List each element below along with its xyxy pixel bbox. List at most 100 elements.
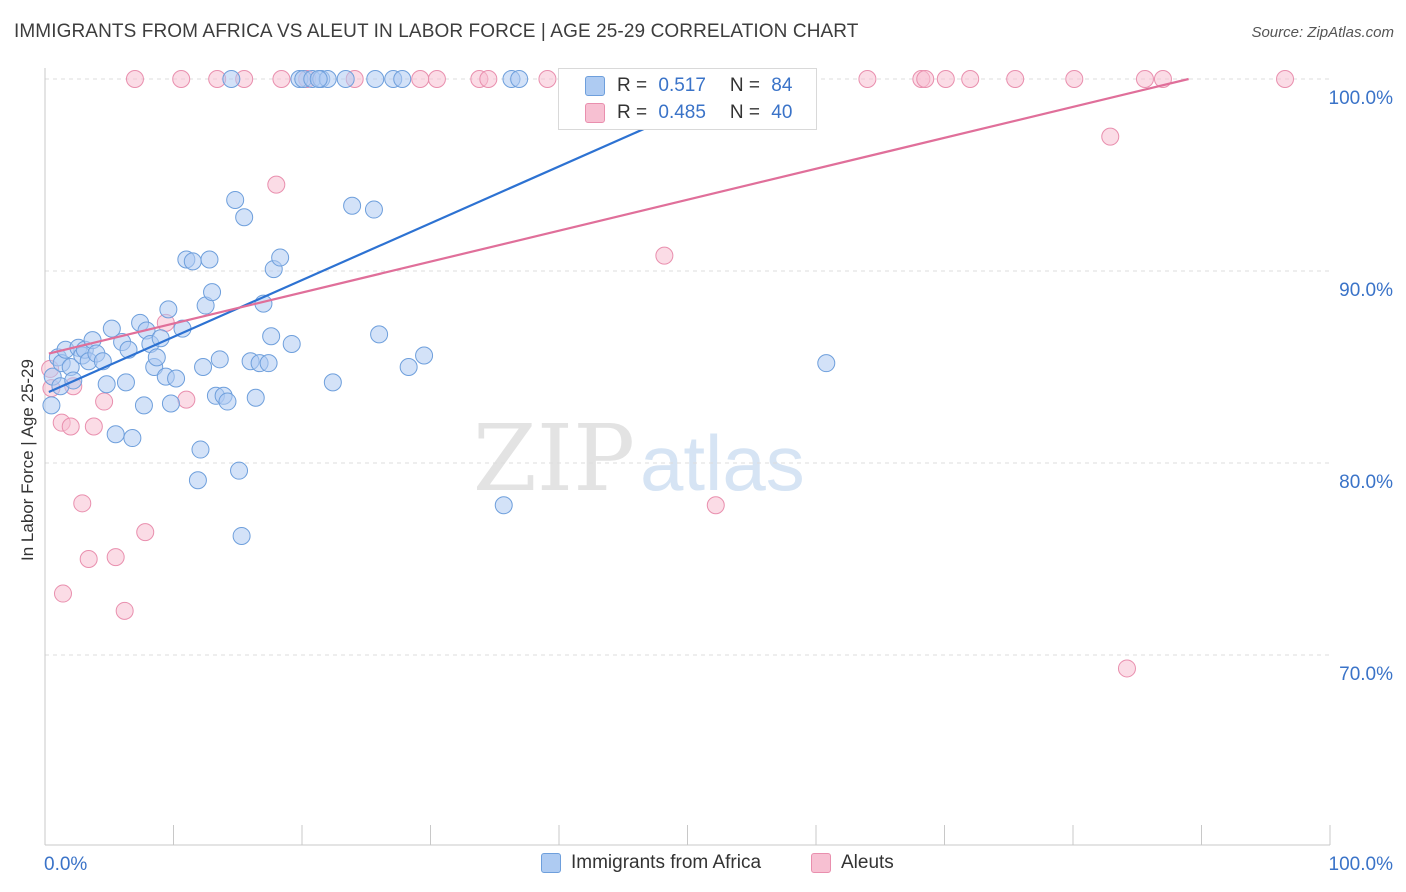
africa-point <box>194 358 213 376</box>
stats-swatch-pink <box>585 103 605 123</box>
africa-point <box>343 196 362 215</box>
watermark: ZIP atlas <box>473 405 805 512</box>
r-label-africa: R = <box>617 75 653 96</box>
legend-label-africa: Immigrants from Africa <box>571 852 762 873</box>
aleuts-point <box>267 175 286 194</box>
legend-label-aleuts: Aleuts <box>841 852 894 873</box>
aleuts-point <box>84 417 103 436</box>
aleuts-point <box>172 70 191 88</box>
y-tick-label: 100.0% <box>1329 88 1394 109</box>
legend-item-africa[interactable]: Immigrants from Africa <box>541 852 761 874</box>
aleuts-point <box>1117 659 1136 678</box>
africa-point <box>494 496 513 515</box>
source-label: Source: ZipAtlas.com <box>1251 24 1394 41</box>
africa-point <box>366 70 385 88</box>
aleuts-point <box>1276 70 1295 88</box>
africa-point <box>309 70 328 88</box>
africa-trendline <box>48 77 758 393</box>
y-tick-label: 90.0% <box>1339 280 1393 301</box>
africa-point <box>246 388 265 407</box>
legend-swatch-africa <box>541 853 561 873</box>
grid-lines <box>45 78 1330 656</box>
aleuts-point <box>538 70 557 88</box>
aleuts-point <box>706 496 725 515</box>
x-tick-label-min: 0.0% <box>44 854 87 875</box>
aleuts-point <box>272 70 291 88</box>
y-tick-label: 70.0% <box>1339 664 1393 685</box>
africa-point <box>200 250 219 269</box>
aleuts-point <box>411 70 430 88</box>
aleuts-point <box>115 601 134 620</box>
aleuts-point <box>95 392 114 411</box>
aleuts-point <box>177 390 196 409</box>
africa-point <box>415 346 434 365</box>
aleuts-point <box>936 70 955 88</box>
aleuts-point <box>61 417 80 436</box>
chart-title: IMMIGRANTS FROM AFRICA VS ALEUT IN LABOR… <box>14 21 859 42</box>
stats-legend: R = 0.517 N = 84 R = 0.485 N = 40 <box>558 68 817 130</box>
watermark-zip: ZIP <box>473 405 635 512</box>
africa-point <box>399 358 418 376</box>
x-tick-label-max: 100.0% <box>1329 854 1394 875</box>
africa-point <box>262 327 281 346</box>
africa-point <box>188 471 207 490</box>
n-value-aleuts: 40 <box>771 102 793 123</box>
r-label-aleuts: R = <box>617 102 653 123</box>
africa-point <box>226 190 245 209</box>
africa-point <box>161 394 180 413</box>
tick-labels: 70.0% 80.0% 90.0% 100.0% 0.0% 100.0% <box>44 88 1393 875</box>
africa-point <box>282 334 301 353</box>
aleuts-point <box>79 550 98 568</box>
stats-row-aleuts: R = 0.485 N = 40 <box>617 100 792 126</box>
aleuts-points <box>41 70 1295 678</box>
africa-point <box>42 396 61 415</box>
africa-point <box>259 354 278 373</box>
aleuts-point <box>1135 70 1154 88</box>
africa-point <box>159 300 178 319</box>
africa-point <box>116 373 135 392</box>
n-label-aleuts: N = <box>729 102 766 123</box>
africa-point <box>230 461 249 480</box>
aleuts-point <box>1006 70 1025 88</box>
africa-point <box>235 208 254 227</box>
aleuts-point <box>1101 127 1120 146</box>
aleuts-point <box>479 70 498 88</box>
africa-point <box>97 375 116 394</box>
n-value-africa: 84 <box>771 75 793 96</box>
chart-legend: Immigrants from Africa Aleuts <box>0 852 1406 878</box>
africa-point <box>370 325 389 344</box>
africa-point <box>102 319 121 338</box>
legend-swatch-aleuts <box>811 853 831 873</box>
r-value-aleuts: 0.485 <box>658 102 706 123</box>
aleuts-point <box>106 548 125 567</box>
aleuts-point <box>961 70 980 88</box>
africa-point <box>222 70 241 88</box>
axes <box>44 68 1331 846</box>
aleuts-point <box>136 523 155 542</box>
aleuts-point <box>53 584 72 603</box>
africa-point <box>323 373 342 392</box>
watermark-atlas: atlas <box>640 419 805 507</box>
africa-point <box>817 354 836 373</box>
africa-point <box>210 350 229 369</box>
africa-point <box>147 348 166 367</box>
aleuts-trendline <box>48 77 1189 355</box>
africa-point <box>106 425 125 444</box>
africa-point <box>364 200 383 219</box>
africa-point <box>167 369 186 388</box>
aleuts-point <box>427 70 446 88</box>
aleuts-point <box>1065 70 1084 88</box>
africa-point <box>510 70 529 88</box>
africa-point <box>203 283 222 302</box>
africa-point <box>191 440 210 459</box>
n-label-africa: N = <box>729 75 766 96</box>
r-value-africa: 0.517 <box>658 75 706 96</box>
aleuts-point <box>858 70 877 88</box>
legend-item-aleuts[interactable]: Aleuts <box>811 852 894 874</box>
africa-point <box>123 429 142 448</box>
africa-point <box>134 396 153 415</box>
africa-point <box>271 248 290 267</box>
aleuts-point <box>125 70 144 88</box>
aleuts-point <box>655 246 674 265</box>
